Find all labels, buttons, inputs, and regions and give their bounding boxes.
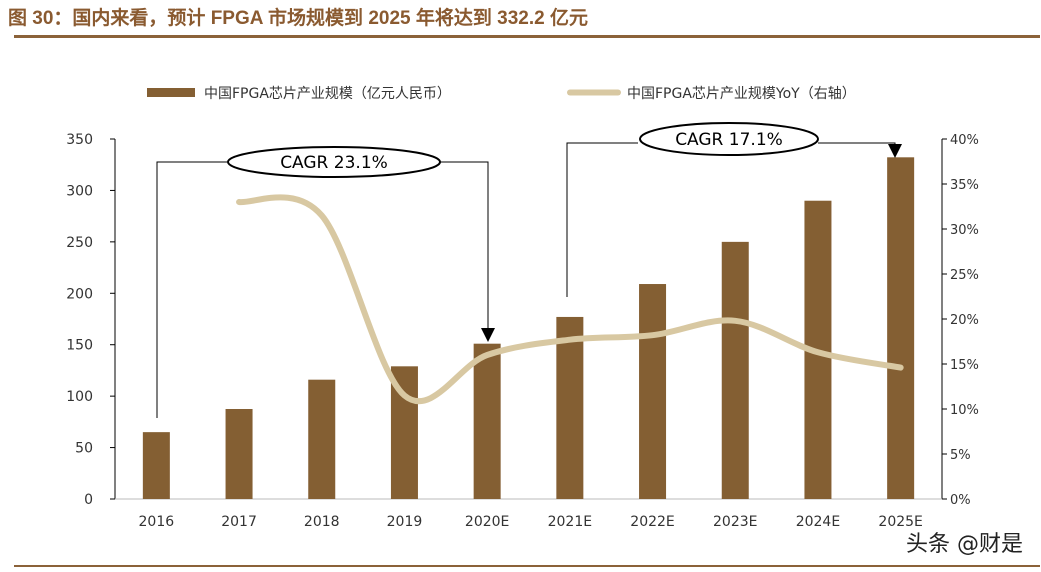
left-tick-label: 300 xyxy=(66,183,93,199)
cagr-label: CAGR 17.1% xyxy=(675,130,783,150)
right-tick-label: 10% xyxy=(950,403,979,418)
left-tick-label: 100 xyxy=(66,389,93,405)
left-tick-label: 150 xyxy=(66,338,93,354)
x-tick-label: 2017 xyxy=(221,514,257,530)
right-tick-label: 25% xyxy=(950,268,979,283)
right-tick-label: 40% xyxy=(950,133,979,148)
right-tick-label: 35% xyxy=(950,178,979,193)
bottom-rule xyxy=(14,565,1040,567)
cagr-ellipse xyxy=(227,146,441,178)
bar xyxy=(308,379,336,499)
x-tick-label: 2018 xyxy=(304,514,340,530)
x-tick-label: 2024E xyxy=(796,514,840,530)
right-tick-label: 20% xyxy=(950,313,979,328)
watermark: 头条 @财是 xyxy=(906,532,1023,557)
bar xyxy=(142,432,170,499)
x-tick-label: 2021E xyxy=(548,514,592,530)
cagr-label: CAGR 23.1% xyxy=(280,153,388,173)
left-tick-label: 200 xyxy=(66,286,93,302)
right-tick-label: 0% xyxy=(950,493,971,508)
bar xyxy=(556,316,584,499)
yoy-line xyxy=(236,194,904,405)
bar xyxy=(473,343,501,499)
x-tick-label: 2020E xyxy=(465,514,509,530)
bar xyxy=(639,284,667,499)
left-tick-label: 350 xyxy=(66,132,93,148)
x-tick-label: 2019 xyxy=(387,514,423,530)
left-tick-label: 250 xyxy=(66,235,93,251)
cagr-bracket xyxy=(156,161,489,418)
cagr-ellipse xyxy=(639,122,819,156)
title-rule xyxy=(14,35,1040,38)
legend-bar-swatch xyxy=(147,88,195,97)
x-tick-label: 2022E xyxy=(630,514,674,530)
bar xyxy=(721,241,749,499)
arrow-head-icon xyxy=(888,144,902,158)
figure-title: 图 30：国内来看，预计 FPGA 市场规模到 2025 年将达到 332.2 … xyxy=(8,8,588,29)
right-tick-label: 15% xyxy=(950,358,979,373)
left-tick-label: 50 xyxy=(75,441,93,457)
bar xyxy=(225,409,253,499)
left-tick-label: 0 xyxy=(84,492,93,508)
x-tick-label: 2025E xyxy=(878,514,922,530)
x-tick-label: 2023E xyxy=(713,514,757,530)
bar xyxy=(887,157,915,499)
x-tick-label: 2016 xyxy=(139,514,175,530)
right-tick-label: 30% xyxy=(950,223,979,238)
legend-line-label: 中国FPGA芯片产业规模YoY（右轴） xyxy=(627,86,856,102)
right-tick-label: 5% xyxy=(950,448,971,463)
legend-bar-label: 中国FPGA芯片产业规模（亿元人民币） xyxy=(204,86,451,102)
arrow-head-icon xyxy=(481,328,495,342)
